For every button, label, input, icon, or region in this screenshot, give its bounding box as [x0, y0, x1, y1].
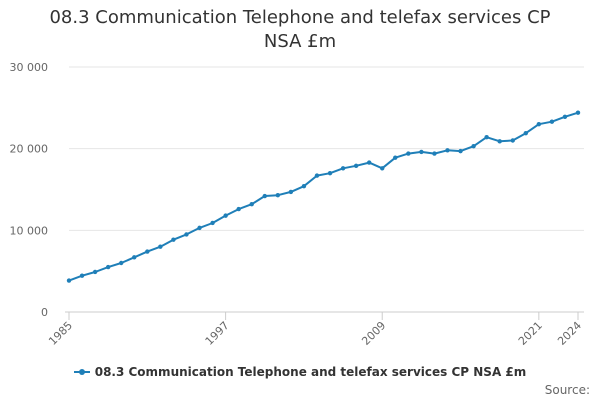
legend-swatch — [73, 369, 90, 375]
data-point — [445, 148, 450, 153]
legend-label: 08.3 Communication Telephone and telefax… — [94, 365, 527, 379]
data-point — [236, 206, 241, 212]
gridlines — [69, 66, 584, 231]
x-tick-label: 2021 — [516, 319, 545, 348]
data-point — [366, 160, 372, 165]
x-tick-label: 1997 — [203, 319, 232, 348]
data-point — [92, 269, 98, 275]
data-point — [549, 119, 555, 124]
y-tick-label: 20 000 — [10, 143, 49, 156]
series-layer — [66, 110, 581, 283]
data-point — [145, 249, 150, 254]
data-point — [393, 155, 398, 160]
data-point — [380, 166, 385, 171]
data-point — [432, 151, 437, 156]
data-point — [523, 130, 528, 136]
data-point — [575, 110, 581, 115]
data-point — [223, 213, 228, 218]
data-point — [484, 135, 489, 140]
y-tick-label: 10 000 — [10, 224, 49, 237]
x-tick-label: 2009 — [359, 319, 388, 348]
data-point — [158, 244, 163, 249]
data-point — [536, 121, 542, 127]
data-point — [301, 184, 307, 189]
data-point — [210, 220, 215, 226]
data-point — [132, 255, 137, 260]
chart-title: 08.3 Communication Telephone and telefax… — [49, 7, 551, 52]
data-point — [314, 173, 320, 178]
data-point — [288, 189, 294, 195]
data-point — [105, 264, 111, 270]
data-point — [197, 225, 202, 231]
x-tick-label: 2024 — [555, 319, 584, 348]
data-point — [275, 193, 281, 198]
x-tick-label: 1985 — [46, 319, 75, 348]
data-point — [171, 237, 176, 242]
data-point — [419, 149, 424, 155]
data-point — [340, 166, 346, 171]
data-point — [119, 260, 124, 266]
series-line — [68, 111, 579, 282]
data-point — [562, 114, 568, 120]
data-point — [327, 170, 333, 176]
data-point — [471, 144, 476, 149]
y-tick-label: 0 — [41, 306, 48, 319]
data-point — [184, 232, 189, 237]
data-point — [406, 151, 411, 156]
y-tick-label: 30 000 — [10, 61, 49, 74]
data-point — [249, 202, 254, 207]
axes: 0 10 000 20 000 30 000 1985 1997 2009 2021 2024 — [10, 61, 585, 348]
legend[interactable]: 08.3 Communication Telephone and telefax… — [0, 365, 600, 379]
data-point — [497, 139, 502, 144]
source-label: Source: — [544, 383, 590, 397]
data-point — [510, 138, 515, 143]
data-point — [79, 273, 85, 278]
data-point — [66, 278, 72, 283]
data-point — [458, 148, 463, 154]
data-point — [262, 193, 267, 199]
data-point — [353, 163, 359, 169]
